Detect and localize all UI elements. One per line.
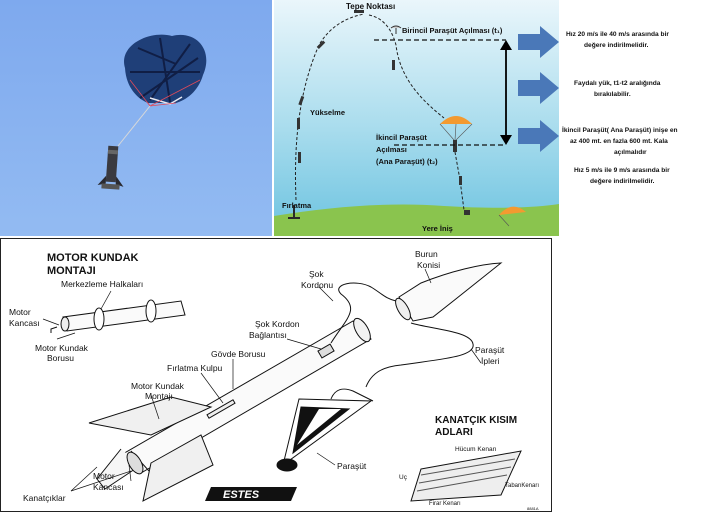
note4-line2: değere indirilmelidir. bbox=[590, 178, 655, 185]
shock-cord bbox=[117, 105, 151, 147]
motor-hook-2-label-2: Kancası bbox=[93, 482, 124, 492]
first-deploy-label: Birincil Paraşüt Açılması (t₁) bbox=[402, 26, 503, 35]
fins-label: Kanatçıklar bbox=[23, 493, 66, 503]
assembly-title-1: MOTOR KUNDAK bbox=[47, 252, 139, 264]
landing-label: Yere İniş bbox=[422, 224, 453, 233]
centering-rings-label: Merkezleme Halkaları bbox=[61, 279, 143, 289]
ascent-trajectory bbox=[294, 13, 365, 201]
fin-parts-title-2: ADLARI bbox=[435, 427, 473, 438]
apogee-rocket bbox=[354, 10, 364, 13]
parachute-drawing bbox=[276, 388, 374, 472]
motor-hook-1-label-2: Kancası bbox=[9, 318, 40, 328]
launch-pad bbox=[288, 205, 300, 219]
nose-cone-label-2: Konisi bbox=[417, 260, 440, 270]
second-deploy-label-1: İkincil Paraşüt bbox=[376, 133, 427, 142]
tip-label: Uç bbox=[399, 474, 408, 481]
shroud-lines-drawing bbox=[365, 322, 474, 388]
flight-sky bbox=[274, 0, 559, 236]
parachute-canopy bbox=[124, 34, 207, 105]
motor-tube-label-2: Borusu bbox=[47, 353, 74, 363]
ascent-label: Yükselme bbox=[310, 108, 345, 117]
drogue-marker bbox=[390, 25, 402, 34]
second-deploy-label-3: (Ana Paraşüt) (t₂) bbox=[376, 157, 438, 166]
shroud-lines bbox=[129, 79, 201, 107]
root-edge-label: TabanKenarı bbox=[505, 483, 539, 489]
ascent-rockets bbox=[297, 40, 326, 163]
main-parachute-icon bbox=[439, 116, 473, 152]
ground bbox=[274, 204, 559, 236]
sky-background bbox=[0, 0, 272, 236]
motor-tube-label-1: Motor Kundak bbox=[35, 343, 89, 353]
shock-cord-label-2: Kordonu bbox=[301, 280, 333, 290]
note1-line2: değere indirilmelidir. bbox=[584, 42, 649, 49]
motor-mount-label-1: Motor Kundak bbox=[131, 381, 185, 391]
descent-trajectory bbox=[368, 14, 445, 119]
altitude-range-arrow bbox=[500, 40, 512, 145]
drawing-code: 8881A bbox=[527, 506, 539, 511]
body-tube-label: Gövde Borusu bbox=[211, 349, 266, 359]
body-tube-drawing bbox=[120, 317, 372, 474]
shock-cord-mount-label-1: Şok Kordon bbox=[255, 319, 300, 329]
flight-profile-diagram: Tepe Noktası Birincil Paraşüt Açılması (… bbox=[274, 0, 728, 236]
shock-cord-drawing bbox=[330, 282, 397, 344]
rocket-parachute-photo bbox=[0, 0, 272, 236]
note2-line2: bırakılabilir. bbox=[594, 91, 631, 98]
leading-edge-label: Hücum Kenarı bbox=[455, 446, 497, 453]
fin-parts-title-1: KANATÇIK KISIM bbox=[435, 415, 517, 426]
fin-parts-drawing bbox=[410, 450, 522, 502]
note4-line1: Hız 5 m/s ile 9 m/s arasında bir bbox=[574, 167, 670, 174]
launch-label: Fırlatma bbox=[282, 201, 312, 210]
launch-lug-label: Fırlatma Kulpu bbox=[167, 363, 223, 373]
motor-mount-drawing bbox=[50, 299, 186, 333]
assembly-title-2: MONTAJI bbox=[47, 265, 96, 277]
rocket-assembly-diagram: ESTES MOTOR KUNDAK MONTAJI Merkezleme Ha… bbox=[0, 238, 552, 512]
note2-line1: Faydalı yük, t1-t2 aralığında bbox=[574, 80, 661, 87]
motor-mount-label-2: Montajı bbox=[145, 391, 173, 401]
motor-hook-2-label-1: Motor bbox=[93, 471, 115, 481]
second-deploy-label-2: Açılması bbox=[376, 145, 407, 154]
shroud-lines-label-2: İpleri bbox=[481, 356, 500, 366]
rocket-body bbox=[97, 145, 124, 190]
note1-line1: Hız 20 m/s ile 40 m/s arasında bir bbox=[566, 31, 669, 38]
shock-cord-mount-label-2: Bağlantısı bbox=[249, 330, 287, 340]
note3-line1: İkincil Paraşüt( Ana Paraşüt) inişe en bbox=[562, 126, 678, 134]
parachute-label: Paraşüt bbox=[337, 461, 367, 471]
nose-cone-drawing bbox=[395, 262, 503, 322]
estes-logo: ESTES bbox=[205, 487, 297, 501]
apogee-label: Tepe Noktası bbox=[346, 2, 395, 11]
shock-cord-label-1: Şok bbox=[309, 269, 324, 279]
note3-line3: açılmalıdır bbox=[614, 149, 647, 156]
nose-cone-label-1: Burun bbox=[415, 249, 438, 259]
note3-line2: az 400 mt. en fazla 600 mt. Kala bbox=[570, 138, 668, 145]
motor-hook-1-label-1: Motor bbox=[9, 307, 31, 317]
trailing-edge-label: Firar Kenarı bbox=[429, 501, 461, 507]
landed-parachute-icon bbox=[464, 206, 526, 227]
callout-arrows bbox=[518, 26, 559, 152]
estes-logo-text: ESTES bbox=[223, 489, 260, 501]
shroud-lines-label-1: Paraşüt bbox=[475, 345, 505, 355]
